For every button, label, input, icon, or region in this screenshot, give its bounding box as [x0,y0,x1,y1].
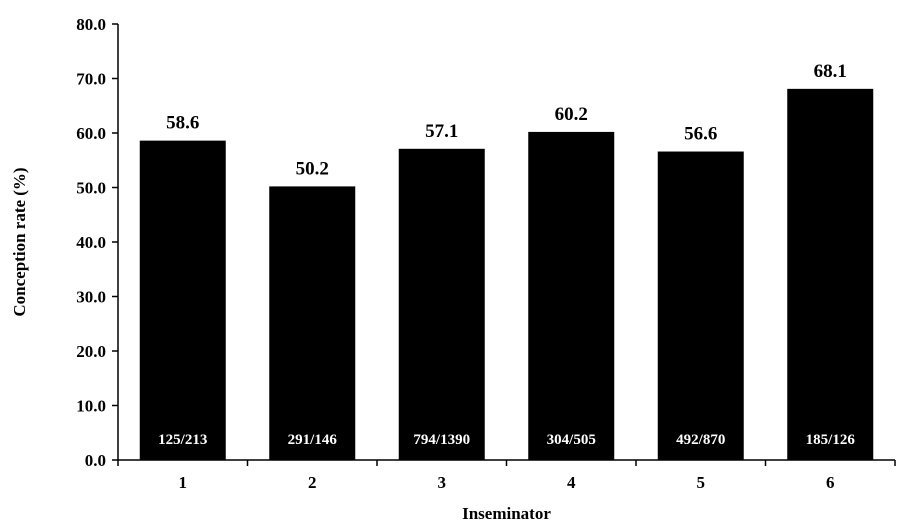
y-tick-label: 50.0 [76,179,106,198]
bar-inner-label: 304/505 [547,432,596,448]
x-tick-label: 3 [438,473,447,492]
bar-value-label: 68.1 [814,61,847,82]
x-axis-title: Inseminator [462,504,551,523]
bar [269,186,356,460]
x-tick-label: 6 [826,473,835,492]
y-axis-title: Conception rate (%) [10,167,29,316]
x-tick-label: 2 [308,473,317,492]
bar-inner-label: 125/213 [158,432,207,448]
bar-value-label: 56.6 [684,124,717,145]
bar [787,88,874,460]
bar [398,148,485,460]
x-tick-label: 4 [567,473,576,492]
bar-value-label: 58.6 [166,113,199,134]
bar-value-label: 60.2 [555,104,588,125]
y-tick-label: 40.0 [76,233,106,252]
bar [139,140,226,460]
y-tick-label: 80.0 [76,15,106,34]
y-tick-label: 10.0 [76,397,106,416]
bar [528,131,615,460]
y-tick-label: 70.0 [76,70,106,89]
bar-inner-label: 794/1390 [413,432,470,448]
y-tick-label: 20.0 [76,342,106,361]
bar-inner-label: 492/870 [676,432,725,448]
bars: 58.6 125/213 50.2 291/146 57.1 794/1390 60.2 30… [139,61,874,460]
bar-inner-label: 291/146 [288,432,338,448]
bar-value-label: 57.1 [425,121,458,142]
y-tick-label: 60.0 [76,124,106,143]
x-tick-label: 1 [179,473,188,492]
bar [657,151,744,460]
y-tick-label: 0.0 [85,451,106,470]
y-tick-label: 30.0 [76,288,106,307]
bar-value-label: 50.2 [296,158,329,179]
axes [112,23,896,466]
y-axis-ticks: 0.0 10.0 20.0 30.0 40.0 50.0 60.0 70.0 80.0 [76,15,106,470]
x-axis-ticks: 1 2 3 4 5 6 [179,473,835,492]
bar-inner-label: 185/126 [806,432,856,448]
x-tick-label: 5 [697,473,706,492]
